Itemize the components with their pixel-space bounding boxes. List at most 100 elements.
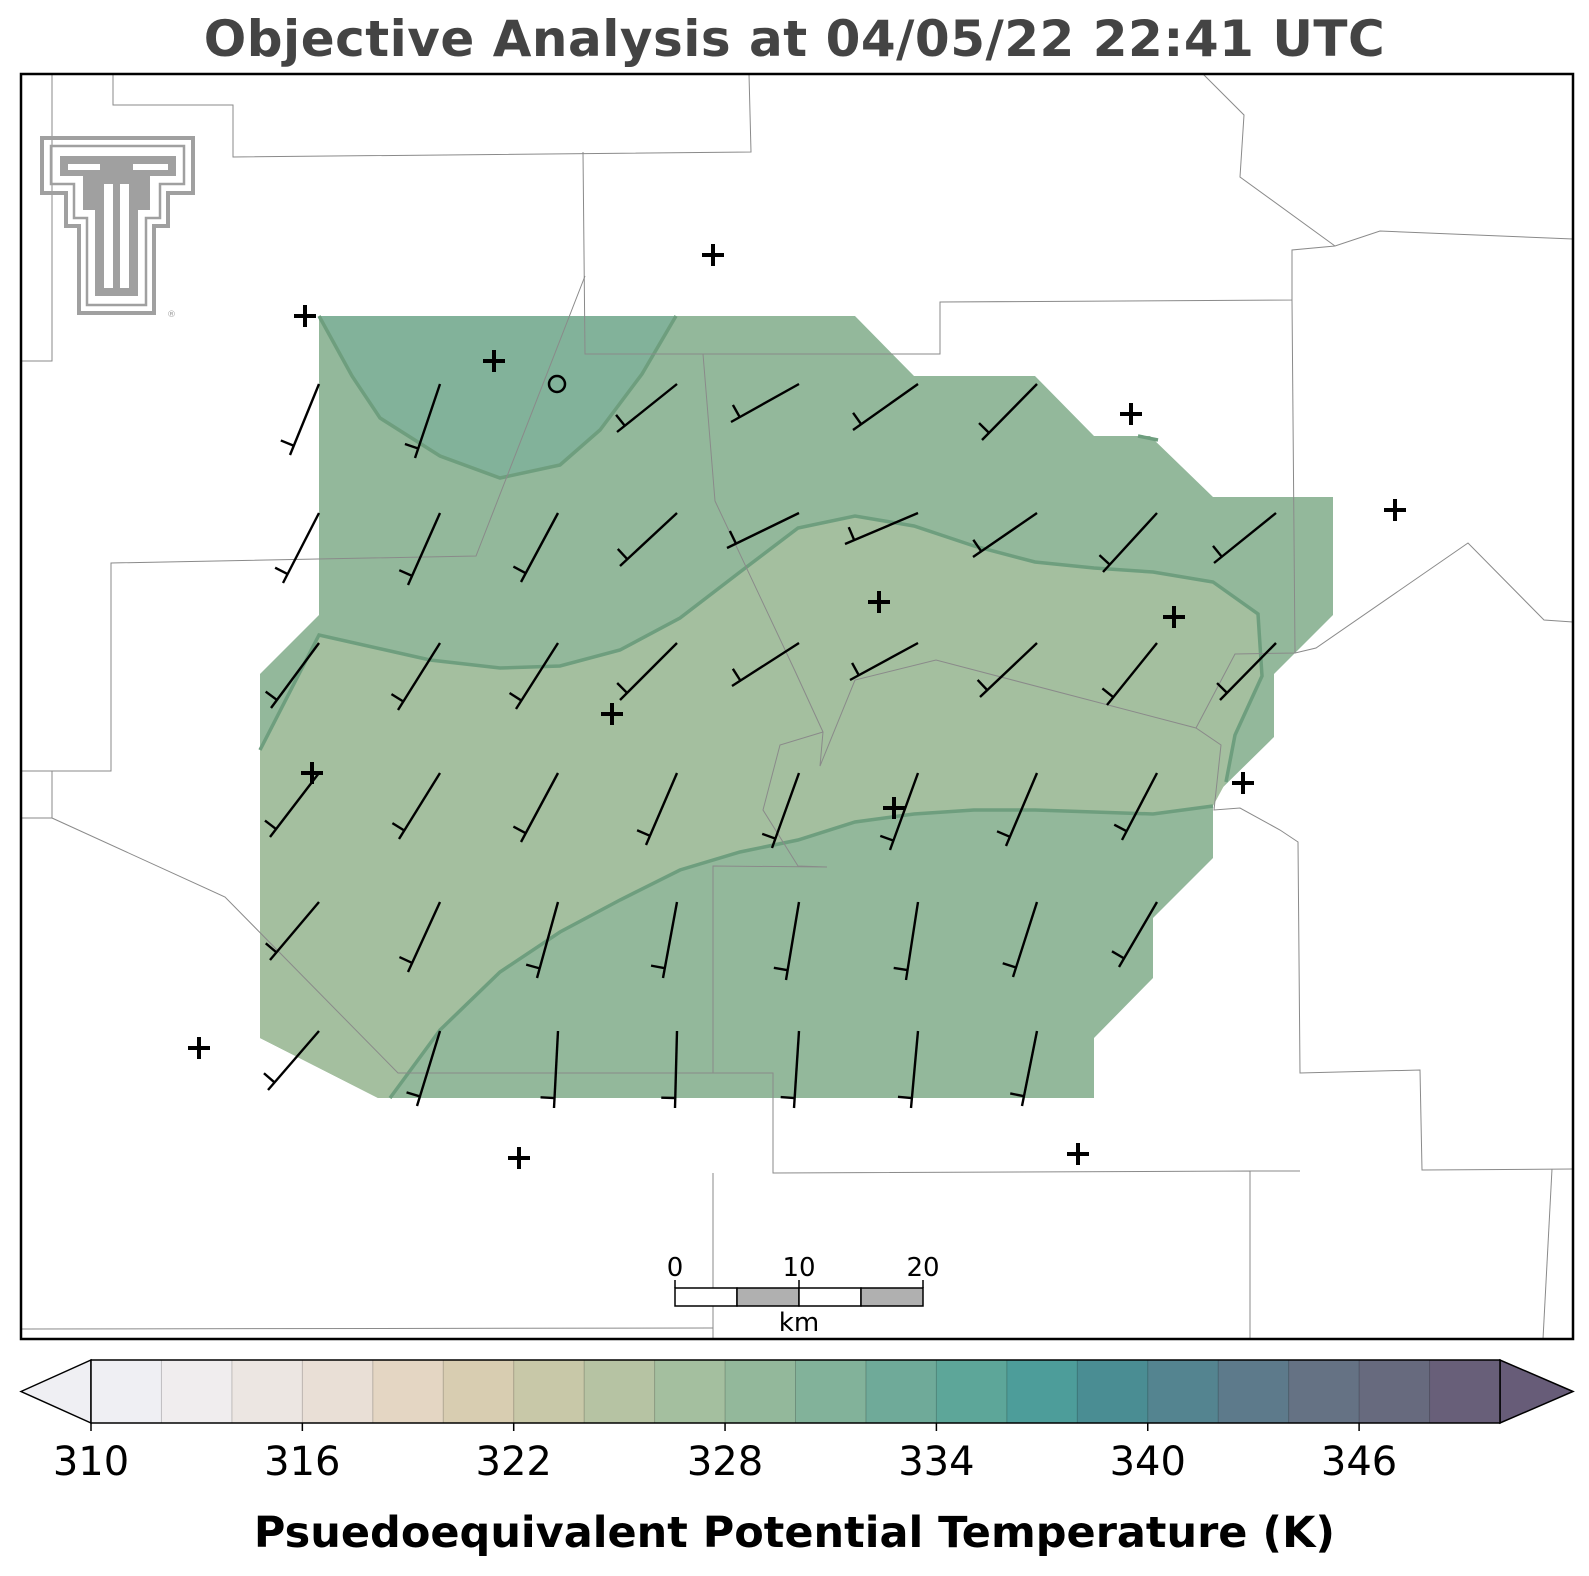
colorbar-tick-label: 322 [476,1439,552,1485]
colorbar-cell [795,1360,867,1423]
colorbar-cell [302,1360,374,1423]
wind-barbs [263,382,1277,1109]
wind-barb [512,772,560,843]
wind-barb [780,1030,801,1109]
wind-barb [852,383,919,431]
wind-barb [264,772,320,838]
wind-barb [540,1030,560,1109]
colorbar-tick-label: 328 [687,1439,763,1485]
scale-bar: 0 10 20 km [667,1253,940,1338]
wind-barb [996,772,1039,847]
wind-barb [1002,901,1039,978]
wind-barb [391,772,442,840]
scale-unit: km [779,1308,819,1338]
wind-barb [616,642,678,701]
county-boundaries [21,74,1573,1339]
colorbar-cell [91,1360,162,1423]
colorbar-cell [1147,1360,1219,1423]
colorbar-under-extension [19,1358,92,1425]
contour-lines [258,315,1264,1100]
colorbar-cell [372,1360,444,1423]
wind-barb [661,1030,679,1109]
wind-barb [512,512,560,583]
wind-barb [390,642,442,711]
station-marker [1232,772,1254,794]
colorbar-tick-label: 310 [53,1439,129,1485]
wind-barb [636,772,679,846]
station-open-circle [547,374,567,394]
station-marker [601,703,623,725]
colorbar-cell [725,1360,796,1423]
colorbar-cell [1006,1360,1078,1423]
colorbar-cell [1288,1360,1360,1423]
wind-barb [508,642,560,710]
colorbar-cell [865,1360,937,1423]
station-marker [702,244,724,266]
wind-barb [976,642,1038,698]
wind-barb [264,642,320,709]
colorbar-cell [161,1360,233,1423]
station-marker [188,1037,210,1059]
wind-barb [1101,642,1158,706]
colorbar-cell [443,1360,515,1423]
map-frame [19,72,1575,1341]
colorbar-tick-label: 334 [898,1439,974,1485]
colorbar-tick-label: 346 [1321,1439,1397,1485]
wind-barb [1098,512,1158,573]
wind-barb [274,512,321,584]
wind-barb [398,901,442,973]
wind-barb [264,901,320,961]
texas-tech-double-t-logo [40,136,195,315]
analysis-band-mid [260,516,1262,1098]
logo-registered-mark: ® [167,310,176,320]
wind-barb [406,1030,442,1107]
scale-label-0: 0 [667,1253,684,1283]
wind-barb [731,641,800,688]
analysis-band-high [319,316,676,478]
colorbar-cell [1218,1360,1290,1423]
colorbar-outline [90,1359,1501,1424]
station-marker [868,591,890,613]
station-marker [483,350,505,372]
colorbar-cell [936,1360,1008,1423]
wind-barb [1111,901,1159,968]
colorbar-cell [584,1360,656,1423]
wind-barb [972,512,1038,558]
scale-label-10: 10 [782,1253,815,1283]
station-marker [1120,403,1142,425]
station-marker [508,1147,530,1169]
station-marker [1067,1143,1089,1165]
colorbar-cell [231,1360,303,1423]
colorbar-cell [1077,1360,1149,1423]
colorbar-cell [513,1360,585,1423]
colorbar-tick-label: 316 [264,1439,340,1485]
map-title: Objective Analysis at 04/05/22 22:41 UTC [203,10,1386,68]
colorbar-tick-label: 340 [1110,1439,1186,1485]
station-marker [1384,499,1406,521]
colorbar-cell [1429,1360,1501,1423]
wind-barb [879,772,920,851]
wind-barb [650,901,679,979]
wind-barb [525,901,560,979]
wind-barb [1216,642,1277,701]
wind-barb [849,641,919,682]
wind-barb [978,383,1038,441]
wind-barb [730,382,800,424]
wind-barb [263,1030,320,1091]
station-marker [1163,606,1185,628]
wind-barb [761,772,801,849]
wind-barb [1212,512,1277,564]
wind-barb [844,511,919,546]
wind-barb [1113,772,1159,841]
colorbar-over-extension [1499,1358,1575,1425]
wind-barb [616,512,678,567]
scale-label-20: 20 [906,1253,939,1283]
wind-barb [897,1030,920,1109]
wind-barb [404,383,442,459]
wind-barb [726,511,800,550]
station-marker [883,797,905,819]
wind-barb [893,901,920,981]
wind-barb [615,383,678,433]
